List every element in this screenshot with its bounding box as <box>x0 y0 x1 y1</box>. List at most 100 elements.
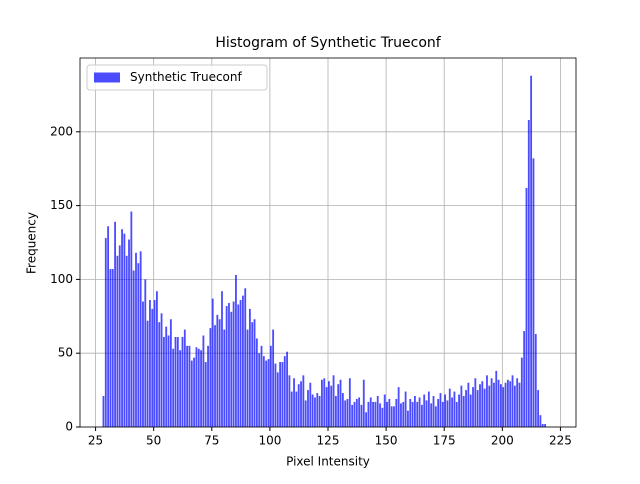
bar <box>272 329 275 427</box>
bar <box>534 334 537 427</box>
axes-frame <box>79 57 577 428</box>
bar <box>467 382 470 427</box>
bar <box>265 360 268 427</box>
bar <box>437 398 440 427</box>
bar <box>304 400 307 427</box>
bar <box>293 378 295 427</box>
bar <box>242 295 244 427</box>
bar <box>107 226 110 427</box>
bar <box>527 119 530 427</box>
bar <box>297 384 300 427</box>
bar <box>400 403 402 427</box>
bar <box>358 397 361 427</box>
bar <box>409 398 412 427</box>
bar <box>300 381 302 427</box>
bar <box>214 325 216 427</box>
bar <box>469 394 472 427</box>
bar <box>200 350 202 427</box>
bar <box>425 400 428 427</box>
legend-box <box>86 64 268 91</box>
bar <box>151 308 154 427</box>
legend-label: Synthetic Trueconf <box>130 70 243 84</box>
bar <box>420 404 423 427</box>
bar <box>388 398 391 427</box>
bar <box>430 403 433 427</box>
bar <box>286 351 288 427</box>
bar <box>504 382 507 427</box>
bar <box>462 396 465 427</box>
bar <box>544 424 546 427</box>
bar <box>441 401 444 427</box>
bar <box>149 300 151 427</box>
bar <box>123 233 126 427</box>
bar <box>125 255 128 427</box>
bar <box>135 252 137 427</box>
bar <box>267 359 270 427</box>
chart-title: Histogram of Synthetic Trueconf <box>215 35 441 51</box>
bar <box>251 322 254 427</box>
bar <box>153 300 156 427</box>
bar <box>142 301 144 427</box>
bar <box>246 329 249 427</box>
bar <box>404 391 407 427</box>
y-tick-label: 150 <box>50 198 73 212</box>
bar <box>353 401 356 427</box>
bar <box>295 391 298 427</box>
bar <box>432 396 435 427</box>
bar <box>511 375 514 427</box>
bar <box>537 390 540 427</box>
bar <box>386 401 388 427</box>
bar <box>190 360 193 427</box>
bar <box>137 263 140 427</box>
bar <box>207 345 209 427</box>
bar <box>490 378 493 427</box>
bar <box>230 311 233 427</box>
bar <box>506 379 509 427</box>
bar <box>381 407 384 427</box>
x-tick-label: 200 <box>491 434 514 448</box>
bar <box>176 336 179 427</box>
bar <box>413 396 416 427</box>
bar <box>323 378 326 427</box>
bar <box>144 279 147 427</box>
bar <box>218 319 221 427</box>
y-axis-label: Frequency <box>25 212 39 274</box>
bar <box>283 356 286 427</box>
bar <box>493 382 495 427</box>
bar <box>316 393 319 427</box>
bar <box>365 412 368 427</box>
bar <box>223 329 226 427</box>
bar <box>518 382 521 427</box>
bar <box>397 387 400 427</box>
bar <box>502 387 505 427</box>
bar <box>383 394 386 427</box>
bar <box>169 319 172 427</box>
bar <box>476 390 479 427</box>
bar <box>262 356 265 427</box>
bar <box>321 379 323 427</box>
bar <box>325 387 328 427</box>
bar <box>369 397 372 427</box>
bar <box>181 336 184 427</box>
bar <box>146 320 149 427</box>
bar <box>393 406 395 427</box>
bar <box>346 398 349 427</box>
bar <box>116 255 119 427</box>
bar <box>360 404 363 427</box>
bar <box>156 291 158 427</box>
bar <box>102 396 105 427</box>
bar <box>202 335 205 427</box>
bar <box>455 401 458 427</box>
bar <box>497 379 500 427</box>
x-tick-label: 100 <box>258 434 281 448</box>
bar <box>355 398 358 427</box>
bar <box>479 384 481 427</box>
bar <box>228 303 230 427</box>
bar <box>434 406 437 427</box>
bar <box>121 229 123 427</box>
bar <box>258 353 261 427</box>
bar <box>483 388 486 427</box>
bar <box>167 335 170 427</box>
bar <box>290 391 293 427</box>
bar <box>351 404 354 427</box>
